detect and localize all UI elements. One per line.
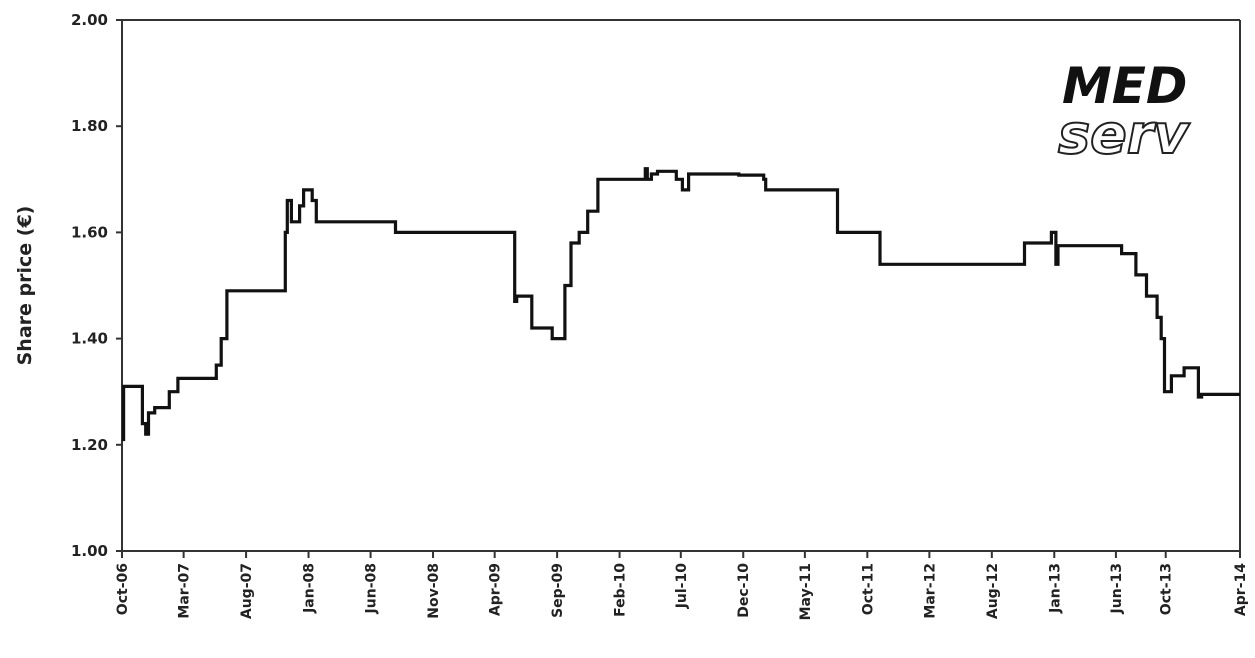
x-tick-label: Feb-10 <box>613 563 629 617</box>
y-axis: 1.00 1.20 1.40 1.60 1.80 2.00 <box>71 11 122 560</box>
logo-serv-text: serv <box>1058 103 1190 166</box>
x-axis: Oct-06 Mar-07 Aug-07 Jan-08 Jun-08 Nov-08 Apr-… <box>115 551 1249 620</box>
x-tick-label: Oct-06 <box>115 563 131 615</box>
x-tick-label: Dec-10 <box>736 563 752 618</box>
x-tick-label: Jan-08 <box>302 563 318 614</box>
x-tick-label: Mar-12 <box>922 563 938 619</box>
x-tick-label: Aug-07 <box>239 563 255 619</box>
share-price-line <box>122 169 1240 440</box>
y-tick-label: 1.20 <box>71 436 108 454</box>
x-tick-label: Jun-13 <box>1109 563 1125 614</box>
x-tick-label: Sep-09 <box>550 563 566 618</box>
medserv-logo: MED serv <box>1058 57 1190 166</box>
y-tick-label: 1.40 <box>71 330 108 348</box>
x-tick-label: Nov-08 <box>426 563 442 619</box>
y-tick-label: 1.00 <box>71 542 108 560</box>
y-tick-label: 1.80 <box>71 117 108 135</box>
x-tick-label: May-11 <box>798 563 814 620</box>
y-axis-label: Share price (€) <box>14 206 36 366</box>
x-tick-label: Jun-08 <box>364 563 380 614</box>
x-tick-label: Jan-13 <box>1047 563 1063 614</box>
x-tick-label: Mar-07 <box>177 563 193 619</box>
x-tick-label: Aug-12 <box>985 563 1001 619</box>
x-tick-label: Oct-13 <box>1159 563 1175 615</box>
x-tick-label: Apr-14 <box>1233 563 1249 616</box>
y-tick-label: 1.60 <box>71 223 108 241</box>
y-tick-label: 2.00 <box>71 11 108 29</box>
x-tick-label: Oct-11 <box>860 563 876 615</box>
x-tick-label: Apr-09 <box>488 563 504 616</box>
x-tick-label: Jul-10 <box>674 563 690 610</box>
